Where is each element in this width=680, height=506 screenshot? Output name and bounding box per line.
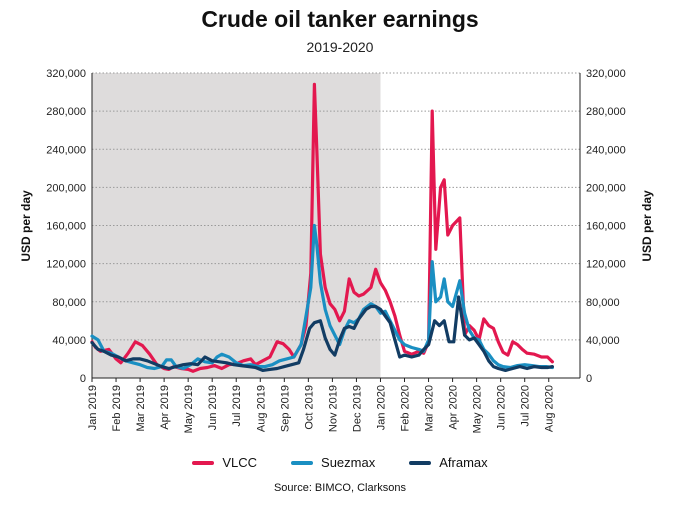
y-tick-labels-right: 0 40,000 80,000 120,000 160,000 200,000 240,00… [586, 68, 626, 385]
y-tick-label-left: 160,000 [46, 221, 86, 233]
series-lines [90, 82, 554, 373]
y-tick-label-right: 0 [586, 373, 592, 385]
x-tick-label: Jan 2019 [87, 385, 99, 430]
x-tick-label: Apr 2020 [448, 385, 460, 430]
y-tick-label-left: 120,000 [46, 259, 86, 271]
y-tick-label-right: 120,000 [586, 259, 626, 271]
x-tick-label: Jul 2019 [231, 385, 243, 427]
legend-swatch-vlcc [192, 460, 215, 465]
x-tick-label: Mar 2019 [135, 385, 147, 431]
y-tick-label-right: 240,000 [586, 144, 626, 156]
x-tick-label: Feb 2019 [111, 385, 123, 431]
y-tick-label-left: 240,000 [46, 144, 86, 156]
x-tick-label: Jan 2020 [375, 385, 387, 430]
legend-swatch-aframax [409, 460, 432, 465]
gridlines [92, 72, 580, 341]
x-tick-label: Nov 2019 [327, 385, 339, 432]
y-tick-label-right: 80,000 [586, 297, 620, 309]
legend-item-aframax: Aframax [409, 455, 488, 470]
legend-label-suezmax: Suezmax [321, 455, 376, 470]
x-tick-label: Mar 2020 [424, 385, 436, 431]
x-tick-label: Feb 2020 [400, 385, 412, 431]
x-tick-label: Aug 2020 [544, 385, 556, 432]
x-tick-label: May 2019 [183, 385, 195, 433]
legend-item-vlcc: VLCC [192, 455, 257, 470]
x-tick-label: Dec 2019 [351, 385, 363, 432]
x-tick-label: Aug 2019 [255, 385, 267, 432]
y-tick-label-left: 280,000 [46, 106, 86, 118]
y-tick-label-right: 280,000 [586, 106, 626, 118]
chart-canvas: 0 40,000 80,000 120,000 160,000 200,000 240,00… [19, 68, 654, 433]
chart-subtitle: 2019-2020 [306, 39, 374, 55]
legend-label-vlcc: VLCC [222, 455, 258, 470]
x-tick-label: Sep 2019 [279, 385, 291, 432]
y-tick-label-left: 0 [80, 373, 86, 385]
x-tick-label: Jul 2020 [520, 385, 532, 427]
x-tick-label: Jun 2020 [496, 385, 508, 430]
y-axis-title-left: USD per day [19, 190, 33, 262]
x-tick-label: Jun 2019 [207, 385, 219, 430]
y-axis-title-right: USD per day [640, 190, 654, 262]
legend: VLCC Suezmax Aframax [0, 455, 680, 470]
x-tick-label: Apr 2019 [159, 385, 171, 430]
y-tick-labels-left: 0 40,000 80,000 120,000 160,000 200,000 240,00… [46, 68, 86, 385]
x-ticks [91, 378, 550, 382]
y-tick-label-left: 40,000 [52, 335, 86, 347]
y-tick-label-left: 320,000 [46, 68, 86, 80]
y-tick-label-right: 320,000 [586, 68, 626, 80]
y-tick-label-right: 40,000 [586, 335, 620, 347]
chart-title: Crude oil tanker earnings [201, 6, 479, 32]
y-tick-label-left: 80,000 [52, 297, 86, 309]
legend-item-suezmax: Suezmax [291, 455, 375, 470]
x-tick-labels: Jan 2019 Feb 2019 Mar 2019 Apr 2019 May 2019… [87, 385, 556, 433]
source-note: Source: BIMCO, Clarksons [273, 482, 407, 494]
legend-swatch-suezmax [291, 460, 314, 465]
y-tick-label-right: 200,000 [586, 182, 626, 194]
y-tick-label-right: 160,000 [586, 221, 626, 233]
x-tick-label: May 2020 [472, 385, 484, 433]
y-tick-label-left: 200,000 [46, 182, 86, 194]
series-line-aframax [90, 295, 554, 372]
x-tick-label: Oct 2019 [303, 385, 315, 430]
legend-label-aframax: Aframax [439, 455, 488, 470]
